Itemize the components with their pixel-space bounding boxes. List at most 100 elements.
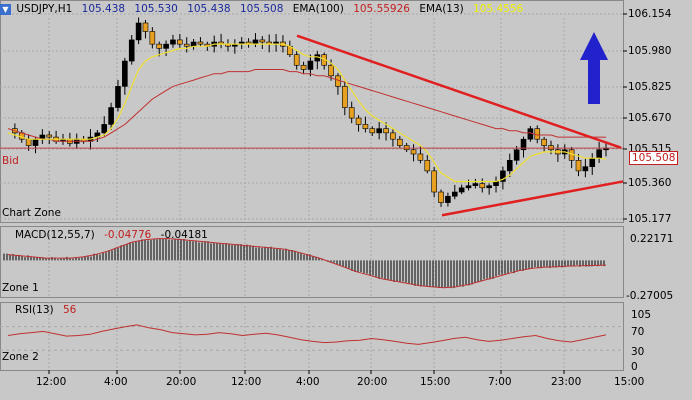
candle (32, 138, 39, 146)
candle (582, 166, 589, 172)
low-value: 105.438 (187, 3, 231, 15)
macd-signal-line (7, 238, 607, 289)
rsi-header: RSI(13) 56 (15, 304, 76, 316)
candle (122, 60, 128, 87)
candle (513, 149, 520, 161)
candle (46, 134, 53, 138)
candle (307, 60, 314, 70)
up-arrow-icon (580, 32, 608, 104)
candle (342, 86, 348, 108)
candle (156, 43, 163, 49)
candle (534, 128, 541, 140)
ema-fast-line (7, 43, 607, 183)
candle (170, 39, 176, 45)
macd-bottom-tick: -0.27005 (626, 290, 674, 302)
candle (465, 185, 472, 189)
candle (115, 86, 121, 108)
candle (479, 183, 486, 189)
rsi-tick: 105 (631, 309, 652, 321)
candle (177, 39, 183, 45)
candle (417, 153, 424, 161)
candle (300, 64, 307, 70)
rsi-tick: 30 (631, 346, 645, 358)
dropdown-arrow-icon[interactable]: ▼ (0, 3, 11, 15)
candle (197, 41, 204, 45)
candle (293, 54, 300, 66)
candle (396, 138, 403, 146)
upper-trendline (296, 34, 622, 149)
candle (383, 128, 389, 134)
macd-value2: -0.04181 (160, 229, 208, 241)
time-tick: 4:00 (296, 376, 320, 388)
candle (596, 149, 602, 159)
rsi-value: 56 (62, 304, 77, 316)
candle (451, 191, 458, 197)
high-value: 105.530 (134, 3, 178, 15)
candle (190, 41, 197, 47)
candle (128, 39, 135, 62)
time-tick: 15:00 (614, 376, 645, 388)
zone2-label: Zone 2 (2, 351, 39, 363)
candle (25, 138, 32, 146)
candle (410, 149, 417, 155)
rsi-line (7, 324, 607, 345)
candle (163, 43, 169, 49)
main-pane-frame (0, 0, 624, 223)
time-tick: 12:00 (231, 376, 262, 388)
macd-value1: -0.04776 (104, 229, 152, 241)
price-tick: 105.177 (628, 213, 672, 225)
ema-slow-label: EMA(100) (292, 3, 344, 15)
candle (183, 43, 190, 47)
candle (362, 124, 369, 129)
time-tick: 20:00 (357, 376, 388, 388)
candle (348, 107, 355, 119)
candle (369, 128, 376, 134)
time-tick: 12:00 (36, 376, 67, 388)
macd-header: MACD(12,55,7) -0.04776 -0.04181 (15, 229, 208, 241)
candle (445, 195, 451, 203)
candle (149, 31, 156, 45)
candle (390, 132, 396, 140)
candle (431, 170, 437, 193)
open-value: 105.438 (81, 3, 126, 15)
time-tick: 20:00 (166, 376, 197, 388)
symbol-label: USDJPY,H1 (16, 3, 73, 15)
price-tick: 105.980 (628, 45, 672, 57)
candle (486, 185, 492, 189)
close-value: 105.508 (239, 3, 284, 15)
chart-header: ▼ USDJPY,H1 105.438 105.530 105.438 105.… (0, 3, 523, 15)
time-tick: 7:00 (488, 376, 512, 388)
ema-slow-value: 105.55926 (353, 3, 410, 15)
macd-label: MACD(12,55,7) (15, 229, 95, 241)
bid-price-marker: 105.508 (629, 151, 679, 165)
candle (328, 64, 334, 77)
candle (259, 39, 266, 43)
candle (142, 22, 149, 32)
candle (541, 138, 547, 146)
candle (355, 117, 362, 125)
price-tick: 105.670 (628, 112, 672, 124)
main-zone-label: Chart Zone (2, 207, 61, 219)
ema-fast-label: EMA(13) (419, 3, 464, 15)
candle (500, 170, 506, 182)
candle (458, 187, 465, 193)
price-tick: 106.154 (628, 8, 672, 20)
price-tick: 105.825 (628, 81, 672, 93)
candle (472, 183, 479, 186)
candle (135, 22, 142, 41)
candle (108, 107, 114, 125)
candle (438, 191, 444, 203)
ema-fast-value: 105.4556 (473, 3, 524, 15)
macd-top-tick: 0.22171 (630, 233, 674, 245)
rsi-label: RSI(13) (15, 304, 54, 316)
time-tick: 4:00 (104, 376, 128, 388)
zone1-label: Zone 1 (2, 282, 39, 294)
candle (101, 124, 108, 134)
rsi-pane-frame (0, 302, 624, 371)
price-tick: 105.360 (628, 177, 672, 189)
lower-trendline (441, 180, 624, 217)
time-tick: 23:00 (551, 376, 582, 388)
bid-label: Bid (2, 155, 19, 167)
rsi-tick: 0 (631, 361, 638, 373)
